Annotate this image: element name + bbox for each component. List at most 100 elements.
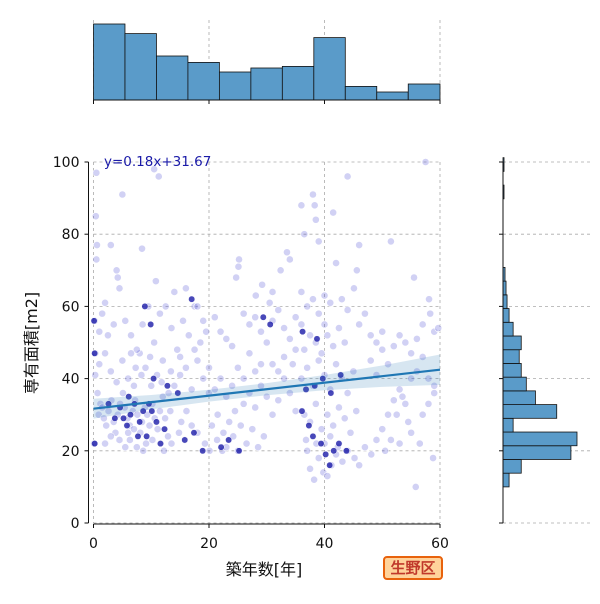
scatter-point-dense <box>120 414 127 422</box>
scatter-point <box>346 428 355 437</box>
scatter-point <box>228 342 236 351</box>
scatter-point <box>258 280 267 289</box>
scatter-point <box>384 360 392 369</box>
scatter-point-dense <box>317 440 325 448</box>
scatter-point <box>161 414 170 423</box>
scatter-point <box>424 399 433 408</box>
scatter-point <box>121 443 130 452</box>
x-hist-bar <box>376 91 409 101</box>
scatter-point <box>335 403 343 412</box>
scatter-point <box>421 158 430 166</box>
y-hist-bar <box>502 321 514 337</box>
x-tick-label: 60 <box>431 536 449 552</box>
scatter-point <box>124 428 133 437</box>
scatter-point <box>190 302 199 311</box>
scatter-point <box>121 316 130 325</box>
scatter-point <box>222 334 231 343</box>
scatter-point-dense <box>150 375 158 383</box>
scatter-point <box>314 309 323 318</box>
scatter-point <box>225 418 234 426</box>
scatter-point <box>137 371 146 379</box>
scatter-point <box>329 208 338 217</box>
scatter-point <box>248 425 257 434</box>
scatter-point-dense <box>90 317 98 325</box>
scatter-point <box>387 237 395 246</box>
scatter-point <box>343 389 352 397</box>
scatter-point <box>127 349 135 358</box>
scatter-point-dense <box>235 447 243 455</box>
scatter-point <box>329 342 338 351</box>
scatter-point <box>398 392 407 401</box>
scatter-point <box>239 374 248 383</box>
scatter-point-dense <box>335 440 343 448</box>
scatter-point <box>187 421 196 430</box>
scatter-point <box>343 306 352 314</box>
scatter-point <box>150 165 159 174</box>
scatter-point-dense <box>299 328 307 336</box>
scatter-point <box>130 425 138 434</box>
scatter-point <box>141 363 150 372</box>
scatter-point <box>92 168 101 177</box>
y-hist-bar <box>502 390 536 405</box>
scatter-point <box>426 309 435 318</box>
scatter-point <box>142 439 150 448</box>
scatter-point <box>106 432 115 441</box>
scatter-point <box>251 403 260 412</box>
scatter-point <box>372 338 381 347</box>
scatter-point <box>410 273 418 282</box>
scatter-point <box>153 425 162 434</box>
x-hist-bar <box>156 55 189 101</box>
scatter-point <box>157 378 166 387</box>
x-hist-bar <box>187 62 220 101</box>
scatter-point <box>201 439 209 448</box>
scatter-point <box>101 298 109 307</box>
scatter-point <box>372 436 381 444</box>
scatter-point <box>285 389 294 397</box>
scatter-point-dense <box>313 335 321 343</box>
scatter-point <box>138 244 146 253</box>
y-tick-label: 40 <box>62 372 80 388</box>
scatter-point <box>213 410 222 419</box>
scatter-point <box>95 360 104 369</box>
scatter-point <box>297 320 306 329</box>
scatter-point <box>176 353 185 361</box>
scatter-point <box>280 374 288 383</box>
scatter-point <box>268 410 277 419</box>
scatter-point <box>239 399 248 408</box>
scatter-point <box>251 367 260 376</box>
scatter-point <box>425 295 433 304</box>
scatter-point <box>265 298 274 307</box>
scatter-point <box>302 436 310 444</box>
scatter-point <box>349 367 358 376</box>
scatter-point-dense <box>125 393 133 401</box>
scatter-point <box>228 381 236 390</box>
scatter-point <box>167 324 176 332</box>
scatter-point <box>190 345 199 354</box>
scatter-point <box>118 356 127 365</box>
scatter-point <box>434 324 443 332</box>
scatter-point-dense <box>139 407 147 415</box>
x-hist-bar <box>313 37 346 101</box>
scatter-point <box>306 464 314 473</box>
scatter-point-dense <box>152 418 160 426</box>
tick-labels: 0 20 40 60 0 20 40 60 80 100 <box>53 155 449 552</box>
scatter-point <box>280 353 288 361</box>
scatter-point <box>274 396 283 405</box>
scatter-point <box>259 432 268 441</box>
scatter-point <box>268 360 277 369</box>
x-tick-label: 20 <box>200 536 218 552</box>
scatter-point <box>343 172 352 181</box>
scatter-point <box>234 262 243 271</box>
scatter-point <box>167 439 176 448</box>
scatter-point <box>314 237 323 246</box>
scatter-point <box>109 320 118 329</box>
y-tick-label: 80 <box>62 227 80 243</box>
district-badge: 生野区 <box>383 556 443 580</box>
scatter-point <box>132 345 141 354</box>
scatter-point <box>236 421 245 430</box>
y-hist-bar <box>502 404 558 419</box>
scatter-point <box>274 367 283 376</box>
scatter-point <box>323 472 332 480</box>
scatter-point-dense <box>161 425 168 433</box>
